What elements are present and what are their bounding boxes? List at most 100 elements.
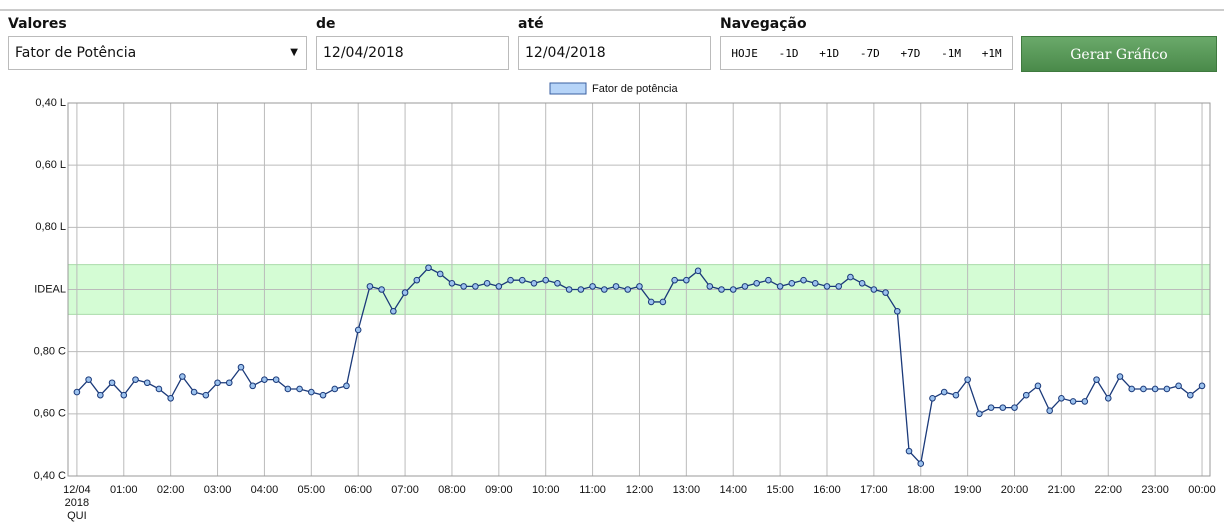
y-tick-label: 0,80 C (34, 346, 66, 358)
data-point (1046, 407, 1053, 415)
data-point (354, 326, 362, 334)
data-point (835, 283, 843, 290)
data-point (343, 382, 350, 390)
to-input[interactable]: 12/04/2018 (518, 36, 711, 70)
x-tick-label: 08:00 (438, 484, 466, 496)
data-point (659, 298, 667, 306)
data-point (308, 388, 315, 396)
data-point (507, 276, 514, 284)
data-point (460, 283, 467, 290)
data-point (601, 286, 608, 293)
data-point (237, 363, 245, 371)
data-point (964, 376, 971, 383)
data-point (167, 394, 174, 402)
y-tick-label: 0,60 L (35, 159, 66, 171)
data-point (741, 283, 749, 290)
data-point (73, 388, 81, 396)
x-tick-label: 23:00 (1141, 484, 1169, 496)
data-point (647, 298, 655, 306)
data-point (1175, 382, 1182, 390)
plot-frame (67, 102, 1211, 477)
x-tick-label: 11:00 (579, 484, 606, 496)
data-point (530, 279, 538, 287)
data-point (1081, 398, 1089, 405)
x-tick-label: 06:00 (344, 484, 372, 496)
data-point (249, 382, 257, 390)
data-point (1140, 385, 1147, 393)
data-point (765, 276, 772, 284)
x-tick-label: 20:00 (1000, 484, 1029, 496)
x-tick-label: 12:00 (625, 484, 654, 496)
data-point (1104, 394, 1112, 402)
data-point (589, 283, 596, 290)
nav-button[interactable]: -1M (941, 46, 961, 60)
data-point (1198, 382, 1206, 390)
x-tick-label: 15:00 (766, 484, 794, 496)
nav-button[interactable]: +7D (900, 46, 921, 60)
data-point (495, 283, 503, 290)
x-tick-label: 07:00 (391, 484, 419, 496)
data-point (694, 267, 702, 275)
data-point (811, 279, 819, 287)
data-point (261, 376, 268, 383)
data-point (999, 404, 1007, 411)
to-value: 12/04/2018 (525, 45, 606, 61)
data-point (390, 307, 397, 315)
values-select[interactable]: Fator de Potência ▼ (8, 36, 307, 70)
generate-button[interactable]: Gerar Gráfico (1021, 36, 1217, 72)
x-tick-label: 16:00 (813, 484, 841, 496)
data-point (378, 286, 385, 293)
data-point (636, 283, 643, 290)
y-tick-label: 0,80 L (35, 221, 66, 233)
from-label: de (316, 16, 336, 32)
data-point (788, 279, 796, 287)
nav-button[interactable]: -7D (859, 46, 880, 60)
y-tick-label: 0,60 C (34, 408, 66, 420)
x-tick-label: 19:00 (953, 484, 982, 496)
data-point (225, 379, 233, 387)
data-point (272, 376, 280, 383)
data-point (917, 460, 925, 467)
nav-button[interactable]: +1D (819, 46, 840, 60)
dropdown-arrow: ▼ (290, 47, 298, 58)
data-point (847, 273, 854, 281)
data-point (85, 376, 92, 383)
data-point (143, 379, 151, 387)
select-text: Fator de Potência (15, 45, 137, 61)
nav-button[interactable]: HOJE (731, 46, 758, 60)
data-point (1022, 391, 1030, 399)
data-point (823, 283, 831, 290)
data-point (870, 286, 878, 293)
data-point (706, 283, 714, 290)
data-point (1128, 385, 1136, 393)
data-point (155, 385, 163, 393)
y-tick-label: 0,40 L (35, 97, 66, 109)
x-tick-label: 21:00 (1047, 484, 1076, 496)
data-point (554, 279, 561, 287)
data-point (577, 286, 585, 293)
data-point (987, 404, 995, 411)
nav-button[interactable]: +1M (981, 46, 1002, 60)
x-tick-label: 04:00 (250, 484, 279, 496)
data-point (1116, 373, 1124, 380)
nav-buttons: HOJE -1D +1D -7D +7D -1M +1M (720, 36, 1013, 70)
data-point (1034, 382, 1042, 390)
data-point (296, 385, 303, 393)
legend-swatch (549, 82, 587, 95)
nav-button[interactable]: -1D (778, 46, 799, 60)
data-point (401, 289, 409, 296)
data-point (800, 276, 807, 284)
data-point (542, 276, 550, 284)
data-point (1187, 391, 1194, 399)
data-point (565, 286, 573, 293)
data-point (1011, 404, 1018, 411)
values-label: Valores (8, 16, 67, 32)
x-tick-label: 03:00 (203, 484, 232, 496)
data-point (729, 286, 737, 293)
data-point (366, 283, 374, 290)
x-tick-label: 05:00 (297, 484, 326, 496)
from-input[interactable]: 12/04/2018 (316, 36, 509, 70)
x-tick-label: 10:00 (531, 484, 560, 496)
data-point (202, 391, 210, 399)
